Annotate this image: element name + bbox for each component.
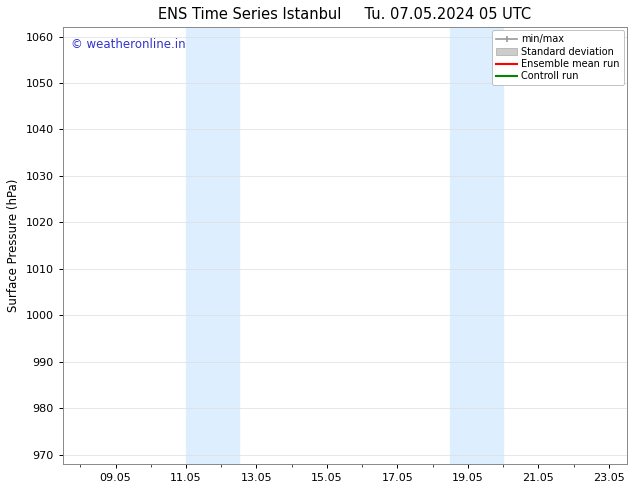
- Text: © weatheronline.in: © weatheronline.in: [71, 38, 186, 51]
- Bar: [450, 27, 503, 464]
- Y-axis label: Surface Pressure (hPa): Surface Pressure (hPa): [7, 179, 20, 312]
- Bar: [186, 27, 239, 464]
- Legend: min/max, Standard deviation, Ensemble mean run, Controll run: min/max, Standard deviation, Ensemble me…: [492, 30, 624, 85]
- Title: ENS Time Series Istanbul     Tu. 07.05.2024 05 UTC: ENS Time Series Istanbul Tu. 07.05.2024 …: [158, 7, 531, 22]
